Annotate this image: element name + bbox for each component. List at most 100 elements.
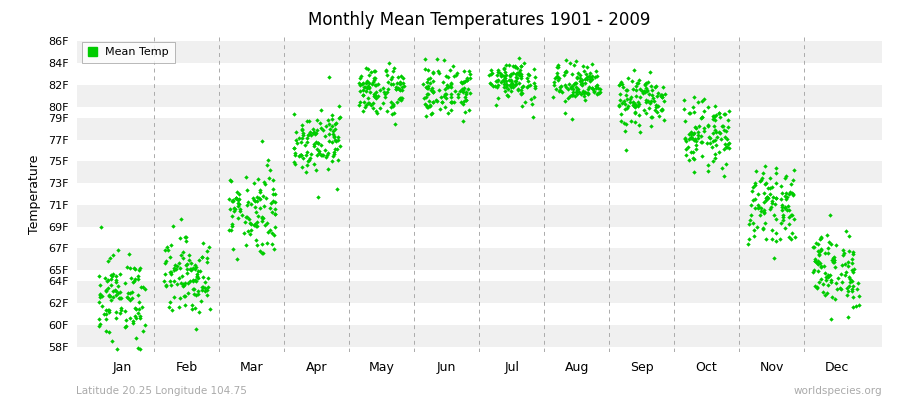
Point — [520, 78, 535, 84]
Point — [497, 66, 511, 72]
Point — [626, 67, 641, 74]
Point — [461, 86, 475, 92]
Point — [125, 278, 140, 285]
Point — [686, 130, 700, 137]
Point — [189, 264, 203, 270]
Point — [393, 94, 408, 101]
Point — [325, 138, 339, 145]
Point — [295, 132, 310, 138]
Point — [708, 126, 723, 133]
Point — [699, 140, 714, 146]
Point — [294, 139, 309, 145]
Point — [619, 121, 634, 128]
Point — [705, 144, 719, 150]
Point — [846, 282, 860, 289]
Point — [361, 82, 375, 89]
Point — [564, 92, 579, 98]
Point — [562, 95, 576, 101]
Point — [179, 238, 194, 244]
Point — [307, 141, 321, 147]
Point — [684, 131, 698, 137]
Point — [319, 123, 333, 130]
Point — [570, 74, 584, 80]
Point — [527, 66, 542, 72]
Point — [813, 236, 827, 242]
Point — [651, 103, 665, 109]
Point — [440, 84, 454, 90]
Point — [578, 76, 592, 82]
Point — [706, 122, 721, 129]
Point — [549, 73, 563, 79]
Point — [131, 292, 146, 298]
Point — [691, 135, 706, 142]
Point — [117, 323, 131, 330]
Point — [314, 152, 328, 158]
Point — [227, 208, 241, 214]
Point — [92, 272, 106, 279]
Point — [432, 70, 446, 76]
Point — [491, 67, 506, 74]
Point — [299, 169, 313, 176]
Point — [834, 262, 849, 268]
Point — [743, 217, 758, 223]
Point — [721, 140, 735, 147]
Point — [432, 87, 446, 94]
Point — [582, 84, 597, 90]
Point — [651, 90, 665, 96]
Point — [332, 115, 347, 121]
Point — [424, 86, 438, 93]
Point — [390, 80, 404, 86]
Point — [638, 81, 652, 88]
Point — [722, 140, 736, 146]
Point — [703, 140, 717, 146]
Point — [504, 71, 518, 78]
Point — [784, 212, 798, 218]
Bar — [76, 281, 882, 303]
Point — [742, 236, 756, 242]
Point — [811, 258, 825, 264]
Point — [231, 196, 246, 202]
Point — [300, 138, 314, 145]
Point — [759, 236, 773, 242]
Point — [623, 99, 637, 105]
Point — [558, 68, 572, 75]
Bar — [76, 85, 882, 107]
Point — [566, 86, 580, 92]
Point — [572, 75, 587, 82]
Point — [823, 211, 837, 218]
Point — [511, 70, 526, 76]
Point — [366, 100, 381, 107]
Point — [258, 222, 273, 228]
Title: Monthly Mean Temperatures 1901 - 2009: Monthly Mean Temperatures 1901 - 2009 — [308, 11, 651, 29]
Point — [590, 68, 604, 74]
Point — [202, 244, 216, 250]
Point — [644, 83, 659, 89]
Point — [98, 311, 112, 317]
Point — [707, 137, 722, 143]
Point — [175, 280, 189, 286]
Point — [717, 141, 732, 148]
Point — [440, 110, 454, 116]
Point — [364, 102, 378, 109]
Point — [684, 129, 698, 135]
Point — [706, 116, 720, 122]
Point — [646, 98, 661, 104]
Point — [322, 73, 337, 80]
Point — [430, 98, 445, 104]
Point — [103, 328, 117, 335]
Point — [129, 314, 143, 321]
Point — [331, 134, 346, 140]
Point — [773, 183, 788, 190]
Point — [288, 150, 302, 156]
Point — [422, 103, 436, 110]
Point — [92, 323, 106, 329]
Point — [370, 109, 384, 116]
Point — [119, 316, 133, 323]
Point — [327, 151, 341, 158]
Point — [263, 166, 277, 173]
Point — [743, 202, 758, 208]
Point — [820, 290, 834, 296]
Point — [483, 71, 498, 77]
Point — [758, 220, 772, 227]
Point — [255, 250, 269, 256]
